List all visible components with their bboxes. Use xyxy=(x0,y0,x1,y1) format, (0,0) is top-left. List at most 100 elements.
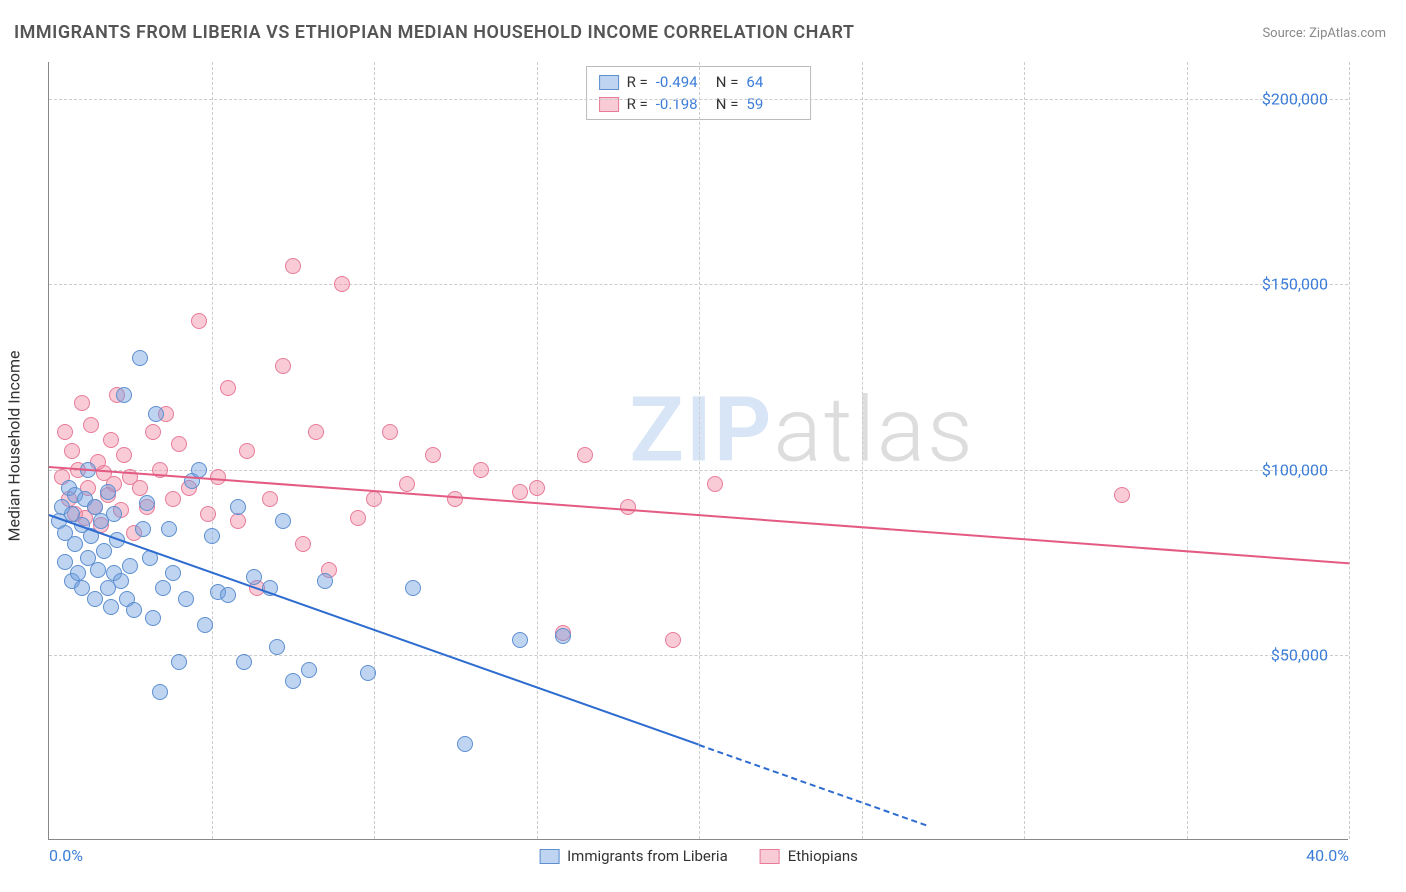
scatter-point xyxy=(165,565,181,581)
scatter-point xyxy=(555,628,571,644)
gridline-vertical xyxy=(1024,62,1025,839)
scatter-point xyxy=(269,639,285,655)
scatter-point xyxy=(132,350,148,366)
scatter-point xyxy=(529,480,545,496)
scatter-point xyxy=(220,587,236,603)
legend-item-ethiopians: Ethiopians xyxy=(760,847,858,865)
scatter-point xyxy=(382,424,398,440)
scatter-point xyxy=(116,447,132,463)
scatter-point xyxy=(70,565,86,581)
scatter-point xyxy=(165,491,181,507)
scatter-point xyxy=(57,424,73,440)
scatter-point xyxy=(122,558,138,574)
n-value-ethiopians: 59 xyxy=(746,95,798,113)
gridline-vertical xyxy=(212,62,213,839)
scatter-point xyxy=(399,476,415,492)
gridline-vertical xyxy=(374,62,375,839)
scatter-point xyxy=(161,521,177,537)
scatter-point xyxy=(512,632,528,648)
legend-series: Immigrants from Liberia Ethiopians xyxy=(539,847,858,865)
scatter-point xyxy=(405,580,421,596)
scatter-point xyxy=(317,573,333,589)
scatter-point xyxy=(90,562,106,578)
chart-container: IMMIGRANTS FROM LIBERIA VS ETHIOPIAN MED… xyxy=(0,0,1406,892)
scatter-point xyxy=(113,573,129,589)
scatter-point xyxy=(275,513,291,529)
scatter-point xyxy=(74,395,90,411)
legend-swatch-ethiopians xyxy=(760,849,780,864)
source-attribution: Source: ZipAtlas.com xyxy=(1262,26,1386,41)
scatter-point xyxy=(230,499,246,515)
y-tick-label: $150,000 xyxy=(1262,275,1328,294)
scatter-point xyxy=(171,436,187,452)
scatter-point xyxy=(246,569,262,585)
scatter-point xyxy=(83,417,99,433)
y-axis-title: Median Household Income xyxy=(5,351,24,542)
scatter-point xyxy=(103,432,119,448)
y-tick-label: $200,000 xyxy=(1262,90,1328,109)
scatter-point xyxy=(152,684,168,700)
scatter-point xyxy=(191,462,207,478)
scatter-point xyxy=(236,654,252,670)
scatter-point xyxy=(204,528,220,544)
n-label: N = xyxy=(716,95,739,113)
scatter-point xyxy=(360,665,376,681)
scatter-point xyxy=(191,313,207,329)
legend-swatch-liberia xyxy=(539,849,559,864)
scatter-point xyxy=(171,654,187,670)
x-tick-label: 0.0% xyxy=(49,846,83,865)
scatter-point xyxy=(425,447,441,463)
chart-title: IMMIGRANTS FROM LIBERIA VS ETHIOPIAN MED… xyxy=(14,22,854,43)
scatter-point xyxy=(103,599,119,615)
gridline-vertical xyxy=(862,62,863,839)
scatter-point xyxy=(155,580,171,596)
scatter-point xyxy=(100,484,116,500)
scatter-point xyxy=(145,424,161,440)
trend-line-dashed xyxy=(699,744,927,826)
n-label: N = xyxy=(716,73,739,91)
scatter-point xyxy=(308,424,324,440)
scatter-point xyxy=(620,499,636,515)
scatter-point xyxy=(106,506,122,522)
scatter-point xyxy=(145,610,161,626)
scatter-point xyxy=(210,469,226,485)
scatter-point xyxy=(301,662,317,678)
scatter-point xyxy=(285,673,301,689)
scatter-point xyxy=(64,443,80,459)
scatter-point xyxy=(200,506,216,522)
r-label: R = xyxy=(627,73,648,91)
scatter-point xyxy=(262,491,278,507)
r-label: R = xyxy=(627,95,648,113)
scatter-point xyxy=(139,495,155,511)
scatter-point xyxy=(220,380,236,396)
source-link[interactable]: ZipAtlas.com xyxy=(1309,26,1386,41)
x-tick-label: 40.0% xyxy=(1306,846,1349,865)
scatter-point xyxy=(87,591,103,607)
scatter-point xyxy=(116,387,132,403)
legend-item-liberia: Immigrants from Liberia xyxy=(539,847,728,865)
scatter-point xyxy=(132,480,148,496)
scatter-point xyxy=(366,491,382,507)
scatter-point xyxy=(135,521,151,537)
gridline-vertical xyxy=(1187,62,1188,839)
scatter-point xyxy=(275,358,291,374)
source-label: Source: xyxy=(1262,26,1305,41)
scatter-point xyxy=(457,736,473,752)
scatter-point xyxy=(239,443,255,459)
legend-label-liberia: Immigrants from Liberia xyxy=(567,847,728,865)
scatter-point xyxy=(1114,487,1130,503)
scatter-point xyxy=(285,258,301,274)
scatter-plot: ZIPatlas R = -0.494 N = 64 R = -0.198 N … xyxy=(48,62,1348,840)
scatter-point xyxy=(87,499,103,515)
legend-label-ethiopians: Ethiopians xyxy=(788,847,858,865)
scatter-point xyxy=(67,536,83,552)
scatter-point xyxy=(178,591,194,607)
scatter-point xyxy=(707,476,723,492)
scatter-point xyxy=(447,491,463,507)
gridline-vertical xyxy=(537,62,538,839)
scatter-point xyxy=(126,602,142,618)
legend-swatch-liberia xyxy=(599,75,619,90)
scatter-point xyxy=(96,543,112,559)
gridline-vertical xyxy=(699,62,700,839)
y-tick-label: $100,000 xyxy=(1262,460,1328,479)
